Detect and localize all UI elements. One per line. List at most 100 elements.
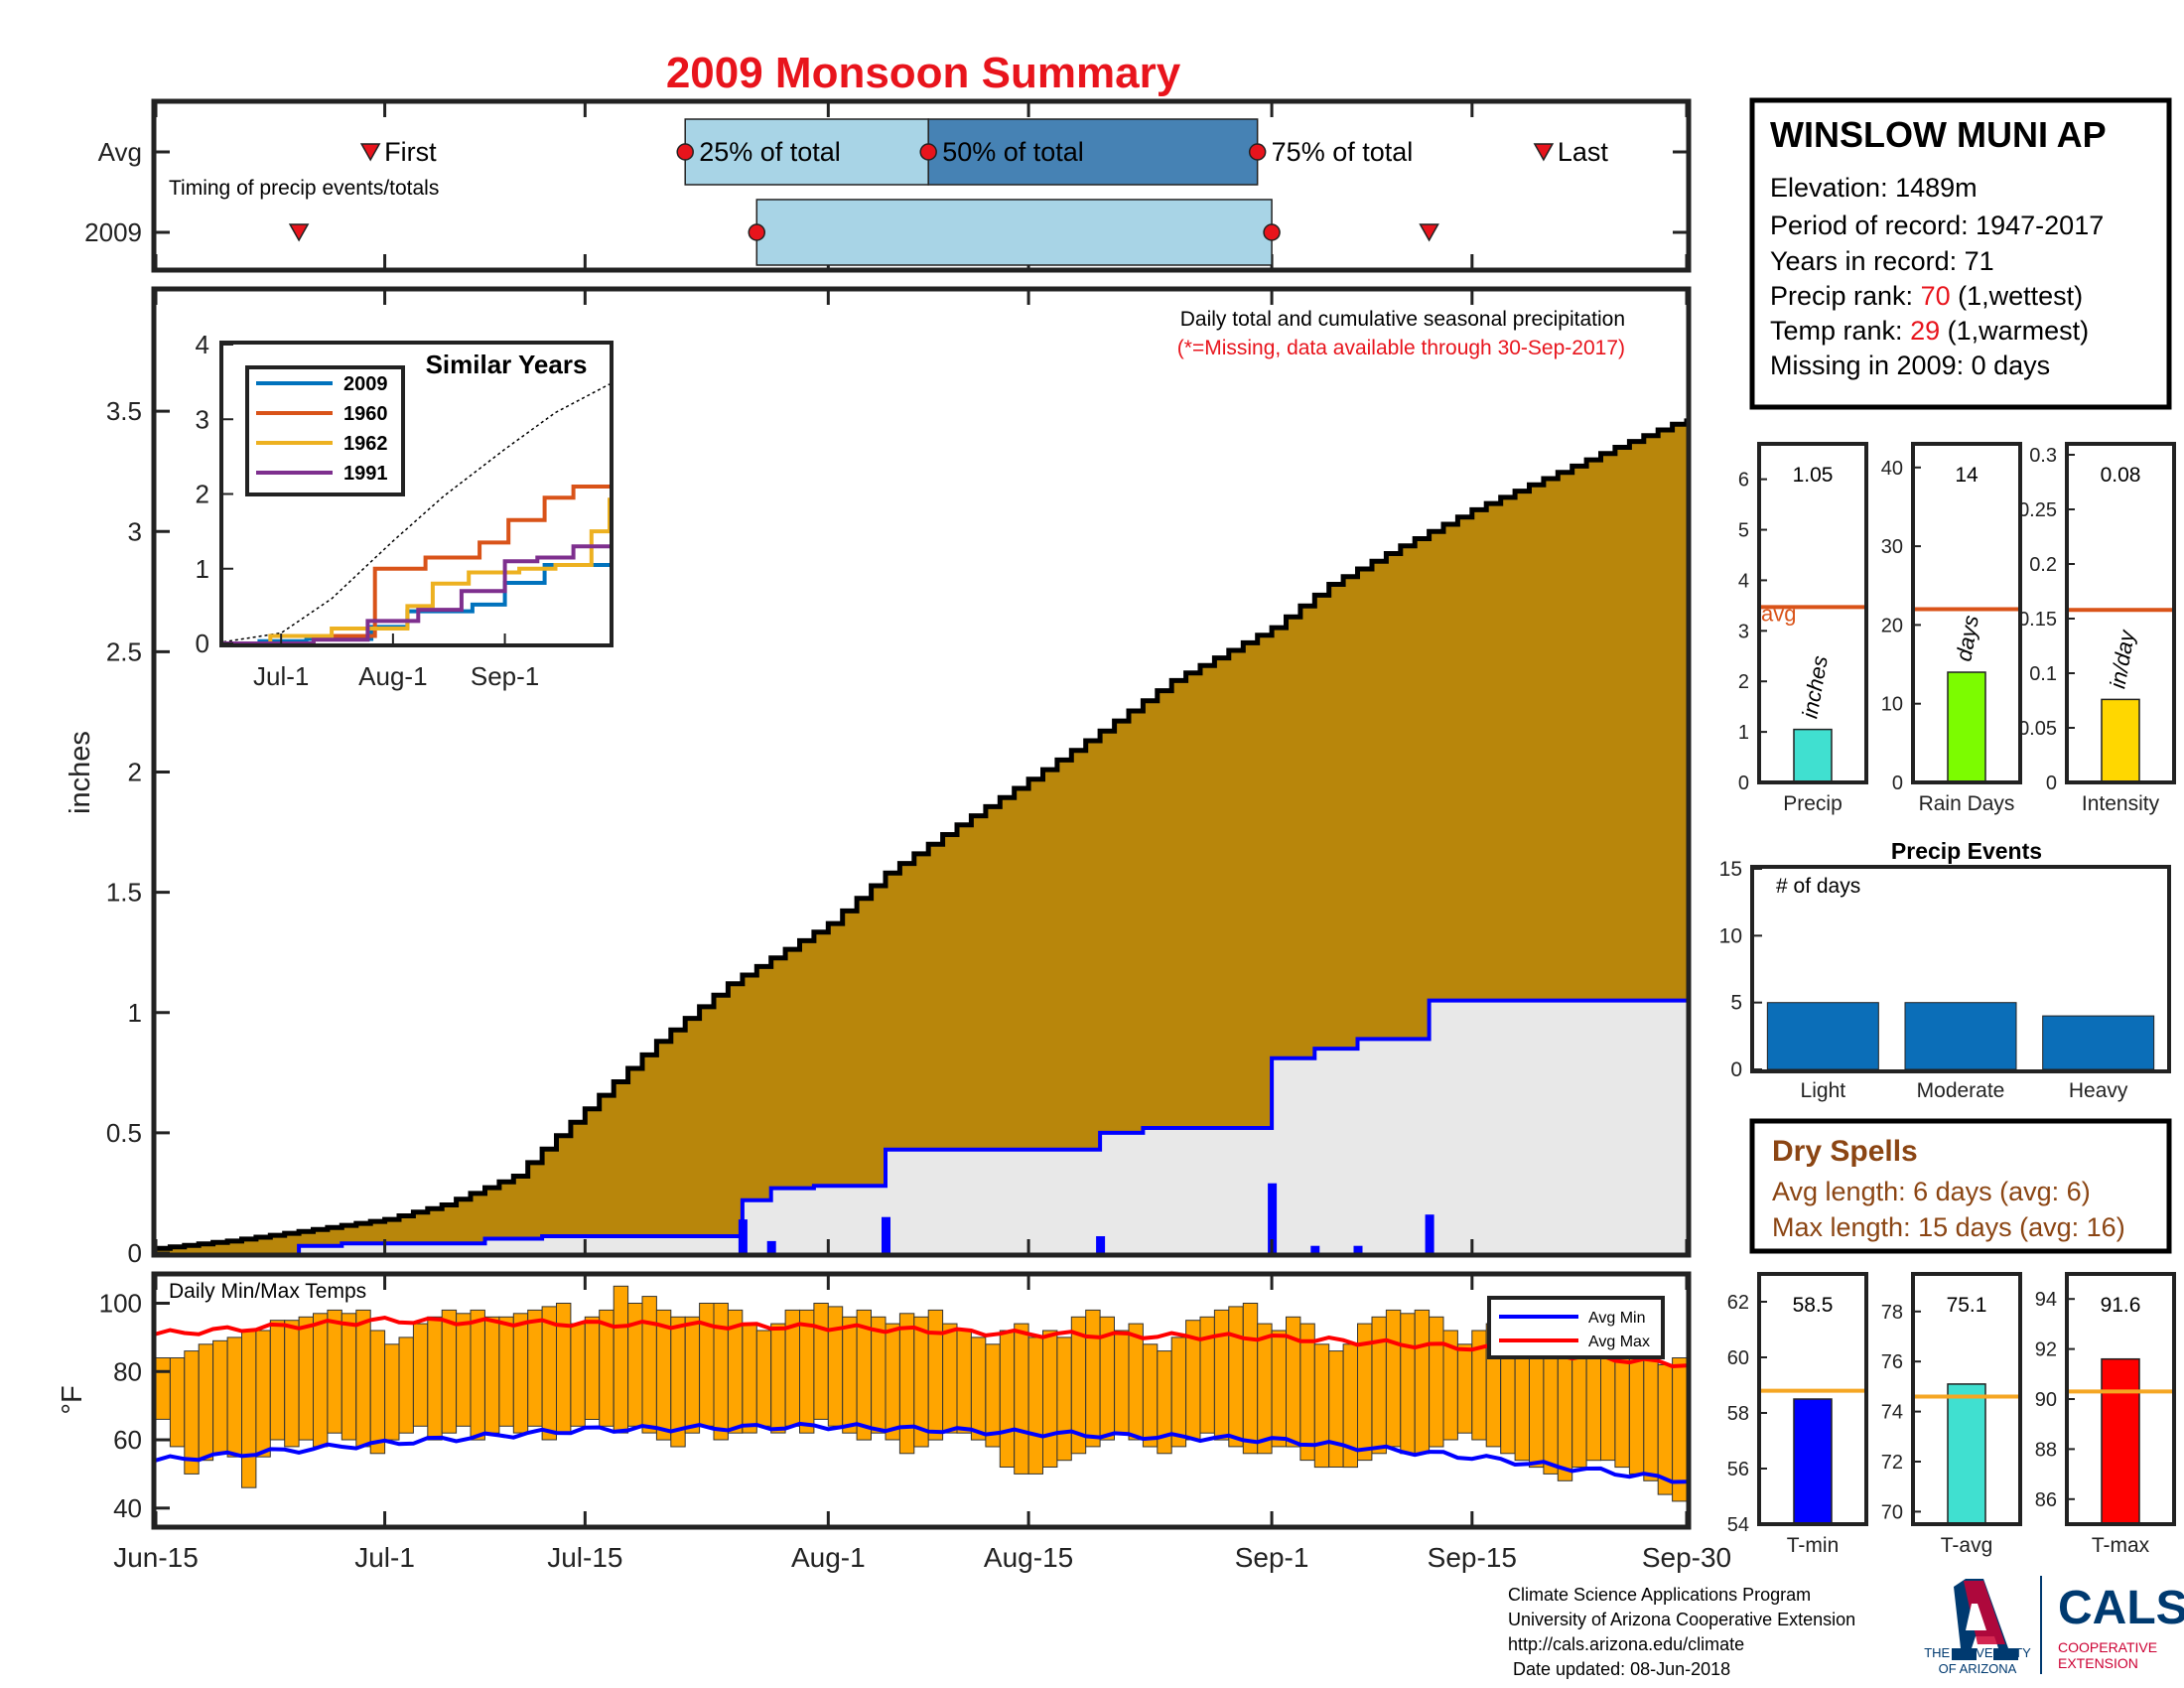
events-ytick-label: 15 [1719,858,1742,881]
temps-frame [151,1271,1692,1530]
main-subtitle: Daily total and cumulative seasonal prec… [1180,308,1625,331]
temps-ytick-label: 100 [99,1289,142,1319]
stat-ytick-label: 30 [1881,536,1903,558]
temp-range-bar [898,1313,915,1455]
stat-ytick-label: 6 [1738,470,1749,492]
inset-title: Similar Years [426,350,588,379]
stat-ytick-label: 0.1 [2029,663,2057,685]
dry-spells-max-length: Max length: 15 days (avg: 16) [1772,1212,2125,1242]
temp-range-bar [570,1323,586,1427]
temp-range-bar [1257,1323,1273,1455]
date-axis-label: Jun-15 [113,1542,199,1573]
stat-ytick-label: 0.25 [2018,499,2057,521]
date-axis-label: Sep-1 [1235,1542,1309,1573]
stat-ytick-label: 54 [1727,1514,1749,1536]
inset-legend-label: 1960 [343,403,388,425]
temp-range-bar [1056,1336,1072,1462]
inset-legend-label: 1991 [343,463,388,485]
stat-name-label: T-max [2092,1534,2150,1557]
y2009-first-marker [288,223,310,242]
temp-range-bar [341,1313,357,1441]
temp-range-bar [871,1316,887,1434]
stat-value-label: 0.08 [2101,464,2141,487]
temp-range-bar [1328,1350,1344,1468]
daily-precip-bar [1425,1214,1434,1253]
event-category-label: Heavy [2069,1079,2128,1102]
avg-p75-marker [1248,143,1267,161]
daily-precip-bar [766,1240,776,1253]
temp-range-bar [184,1350,200,1475]
stat-ytick-label: 56 [1727,1459,1749,1480]
events-ylabel: # of days [1776,875,1860,898]
stat-unit-label: days [1951,614,1983,663]
date-axis-label: Sep-15 [1428,1542,1517,1573]
inset-legend-label: 2009 [343,373,388,395]
stat-ytick-label: 20 [1881,615,1903,636]
temp-range-bar [1085,1309,1101,1448]
temp-range-bar [441,1309,458,1434]
stat-ytick-label: 4 [1738,570,1749,592]
main-ytick-label: 3 [128,516,142,546]
stat-ytick-label: 40 [1881,458,1903,480]
university-of-arizona-logo: THE UNIVERSITY OF ARIZONA [1924,1579,2031,1676]
stat-ytick-label: 70 [1881,1501,1903,1523]
main-ytick-label: 2 [128,758,142,787]
main-frame [151,286,1692,1258]
inset-ytick-label: 1 [196,554,209,584]
temp-range-bar [1643,1343,1659,1481]
stat-ytick-label: 0.3 [2029,445,2057,467]
temp-range-bar [1014,1323,1029,1475]
temps-title: Daily Min/Max Temps [169,1280,366,1303]
temp-range-bar [755,1330,772,1427]
inset-series-1962 [223,497,612,645]
temp-range-bar [284,1320,300,1448]
avg-first-label: First [384,137,437,167]
temp-range-bar [942,1323,958,1434]
stat-ytick-label: 88 [2035,1439,2057,1461]
timing-row-label-2009: 2009 [84,217,142,247]
stat-frame [1911,442,2022,784]
temp-range-bar [1213,1309,1230,1441]
stat-ytick-label: 72 [1881,1452,1903,1474]
dry-spells-frame [1749,1118,2172,1254]
temp-range-bar [470,1309,485,1441]
inset-ytick-label: 4 [196,330,209,359]
temps-legend: Avg Min Avg Max [1487,1296,1665,1359]
daily-precip-bar [1268,1183,1278,1253]
temp-range-bar [970,1336,987,1441]
timing-caption: Timing of precip events/totals [169,177,439,200]
inset-avg-dotted-line [222,383,611,643]
ua-a-icon [1952,1579,2018,1660]
temp-range-bar [355,1309,371,1448]
similar-years-inset: Similar Years 2009 1960 1962 1991 0 1 2 3 4 Jul-… [196,330,614,691]
station-info-box: WINSLOW MUNI AP Elevation: 1489m Period … [1749,97,2172,410]
avg-cumulative-outline [156,418,1690,1251]
stat-unit-label: in/day [2105,627,2139,690]
event-bar-heavy [2042,1015,2155,1070]
temp-range-bar [169,1357,186,1448]
avg-p25-marker [676,143,694,161]
dry-spells-box: Dry Spells Avg length: 6 days (avg: 6) M… [1749,1118,2172,1254]
stat-ytick-label: 3 [1738,621,1749,642]
temp-range-bar [1228,1306,1244,1448]
stat-bar-t-avg [1947,1383,1986,1525]
temp-range-bar [1128,1323,1144,1441]
stat-name-label: Precip [1783,792,1843,815]
main-ylabel: inches [65,731,96,814]
stat-value-label: 91.6 [2101,1294,2141,1317]
temp-range-bar [512,1313,529,1434]
station-period: Period of record: 1947-2017 [1770,211,2104,240]
ua-logo-line2: OF ARIZONA [1939,1661,2017,1676]
stat-value-label: 58.5 [1793,1294,1834,1317]
station-elevation: Elevation: 1489m [1770,173,1978,203]
stat-ytick-label: 94 [2035,1289,2057,1311]
stat-ytick-label: 90 [2035,1389,2057,1411]
stat-ytick-label: 0 [1892,773,1903,794]
temp-range-bar [1371,1316,1387,1455]
date-axis-label: Aug-15 [984,1542,1073,1573]
stat-bar-intensity [2101,698,2140,783]
avg-last-label: Last [1558,137,1609,167]
events-ytick-label: 5 [1730,992,1742,1015]
stat-ytick-label: 10 [1881,694,1903,716]
timing-row-label-avg: Avg [98,137,142,167]
